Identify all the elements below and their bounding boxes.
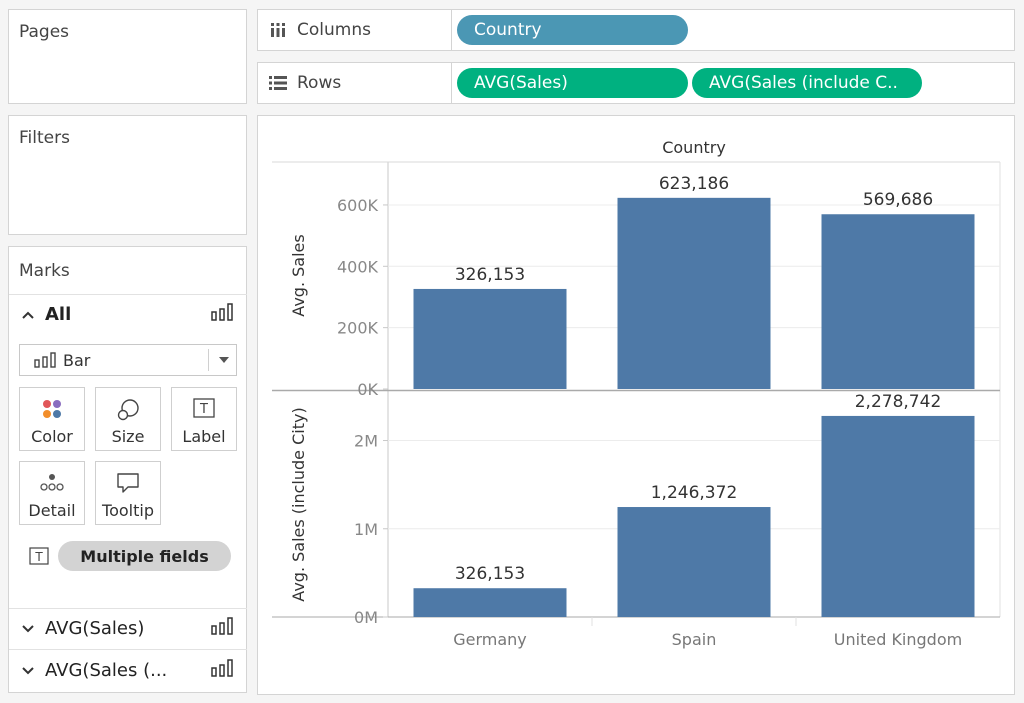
label-icon: T	[172, 398, 236, 418]
size-icon	[96, 398, 160, 422]
y-tick-label: 1M	[354, 520, 378, 539]
y-tick-label: 400K	[337, 257, 379, 276]
tooltip-label: Tooltip	[102, 501, 154, 520]
data-label: 2,278,742	[855, 392, 942, 412]
tooltip-button[interactable]: Tooltip	[95, 461, 161, 525]
multiple-fields-pill[interactable]: Multiple fields	[58, 541, 231, 571]
svg-text:T: T	[199, 402, 208, 417]
column-header-country: Country	[662, 138, 726, 157]
size-label: Size	[111, 427, 145, 446]
columns-label: Columns	[297, 20, 371, 40]
y-tick-label: 200K	[337, 319, 379, 338]
color-icon	[20, 398, 84, 420]
marks-title: Marks	[19, 261, 70, 281]
bar-spain	[617, 197, 771, 389]
color-label: Color	[31, 427, 73, 446]
detail-icon	[20, 472, 84, 492]
mark-type-value: Bar	[63, 350, 91, 370]
bar-spain	[617, 507, 771, 617]
measure-label: AVG(Sales (...	[45, 660, 168, 681]
y-tick-label: 2M	[354, 432, 378, 451]
data-label: 569,686	[863, 190, 933, 210]
filters-title: Filters	[19, 128, 70, 148]
avg-sales-include-city-pill[interactable]: AVG(Sales (include C..	[692, 68, 922, 98]
bar-chart-icon	[34, 352, 56, 368]
columns-shelf-label: Columns	[258, 10, 452, 50]
detail-label: Detail	[28, 501, 76, 520]
x-category-label: Germany	[453, 630, 527, 649]
chevron-up-icon[interactable]	[21, 310, 35, 320]
measure-row-avg-sales[interactable]: AVG(Sales)	[9, 608, 247, 648]
y-tick-label: 600K	[337, 196, 379, 215]
dropdown-divider	[208, 349, 209, 371]
detail-button[interactable]: Detail	[19, 461, 85, 525]
x-category-label: United Kingdom	[834, 630, 962, 649]
pages-card[interactable]: Pages	[8, 9, 247, 104]
chart-view[interactable]: Country 0K 200K 400K 600K Avg. Sales 326,153 62…	[257, 115, 1015, 695]
data-label: 326,153	[455, 265, 525, 285]
columns-shelf[interactable]: Columns Country	[257, 9, 1015, 51]
color-button[interactable]: Color	[19, 387, 85, 451]
rows-shelf[interactable]: Rows AVG(Sales) AVG(Sales (include C..	[257, 62, 1015, 104]
bar-chart-icon	[211, 303, 233, 326]
bar-chart-icon	[211, 659, 233, 682]
y-axis-title: Avg. Sales	[289, 234, 308, 316]
country-pill[interactable]: Country	[457, 15, 688, 45]
y-tick-label: 0K	[357, 380, 378, 399]
rows-icon	[268, 76, 288, 90]
bar-united-kingdom	[821, 415, 975, 617]
bar-chart-icon	[211, 617, 233, 640]
data-label: 326,153	[455, 564, 525, 584]
chevron-down-icon[interactable]	[21, 666, 35, 676]
y-axis-title: Avg. Sales (include City)	[289, 407, 308, 601]
mark-type-dropdown[interactable]: Bar	[19, 344, 237, 376]
filters-card[interactable]: Filters	[8, 115, 247, 235]
bar-germany	[413, 588, 567, 617]
columns-icon	[268, 22, 288, 38]
pages-title: Pages	[19, 22, 70, 42]
caret-down-icon[interactable]	[218, 356, 230, 364]
rows-label: Rows	[297, 73, 342, 93]
bar-united-kingdom	[821, 214, 975, 389]
y-tick-label: 0M	[354, 608, 378, 627]
size-button[interactable]: Size	[95, 387, 161, 451]
label-label: Label	[182, 427, 226, 446]
rows-shelf-label: Rows	[258, 63, 452, 103]
data-label: 623,186	[659, 174, 729, 194]
x-category-label: Spain	[672, 630, 717, 649]
svg-text:T: T	[34, 550, 43, 564]
avg-sales-pill[interactable]: AVG(Sales)	[457, 68, 688, 98]
data-label: 1,246,372	[651, 483, 738, 503]
chevron-down-icon[interactable]	[21, 624, 35, 634]
marks-card: Marks All Bar Color Size T	[8, 246, 247, 693]
text-label-icon: T	[29, 547, 49, 565]
marks-all-row[interactable]: All	[9, 294, 247, 334]
measure-row-avg-sales-include[interactable]: AVG(Sales (...	[9, 649, 247, 691]
measure-label: AVG(Sales)	[45, 618, 145, 639]
tooltip-icon	[96, 472, 160, 494]
bar-germany	[413, 288, 567, 389]
label-button[interactable]: T Label	[171, 387, 237, 451]
bar-chart: Country 0K 200K 400K 600K Avg. Sales 326,153 62…	[272, 138, 1001, 649]
marks-all-label: All	[45, 304, 72, 325]
